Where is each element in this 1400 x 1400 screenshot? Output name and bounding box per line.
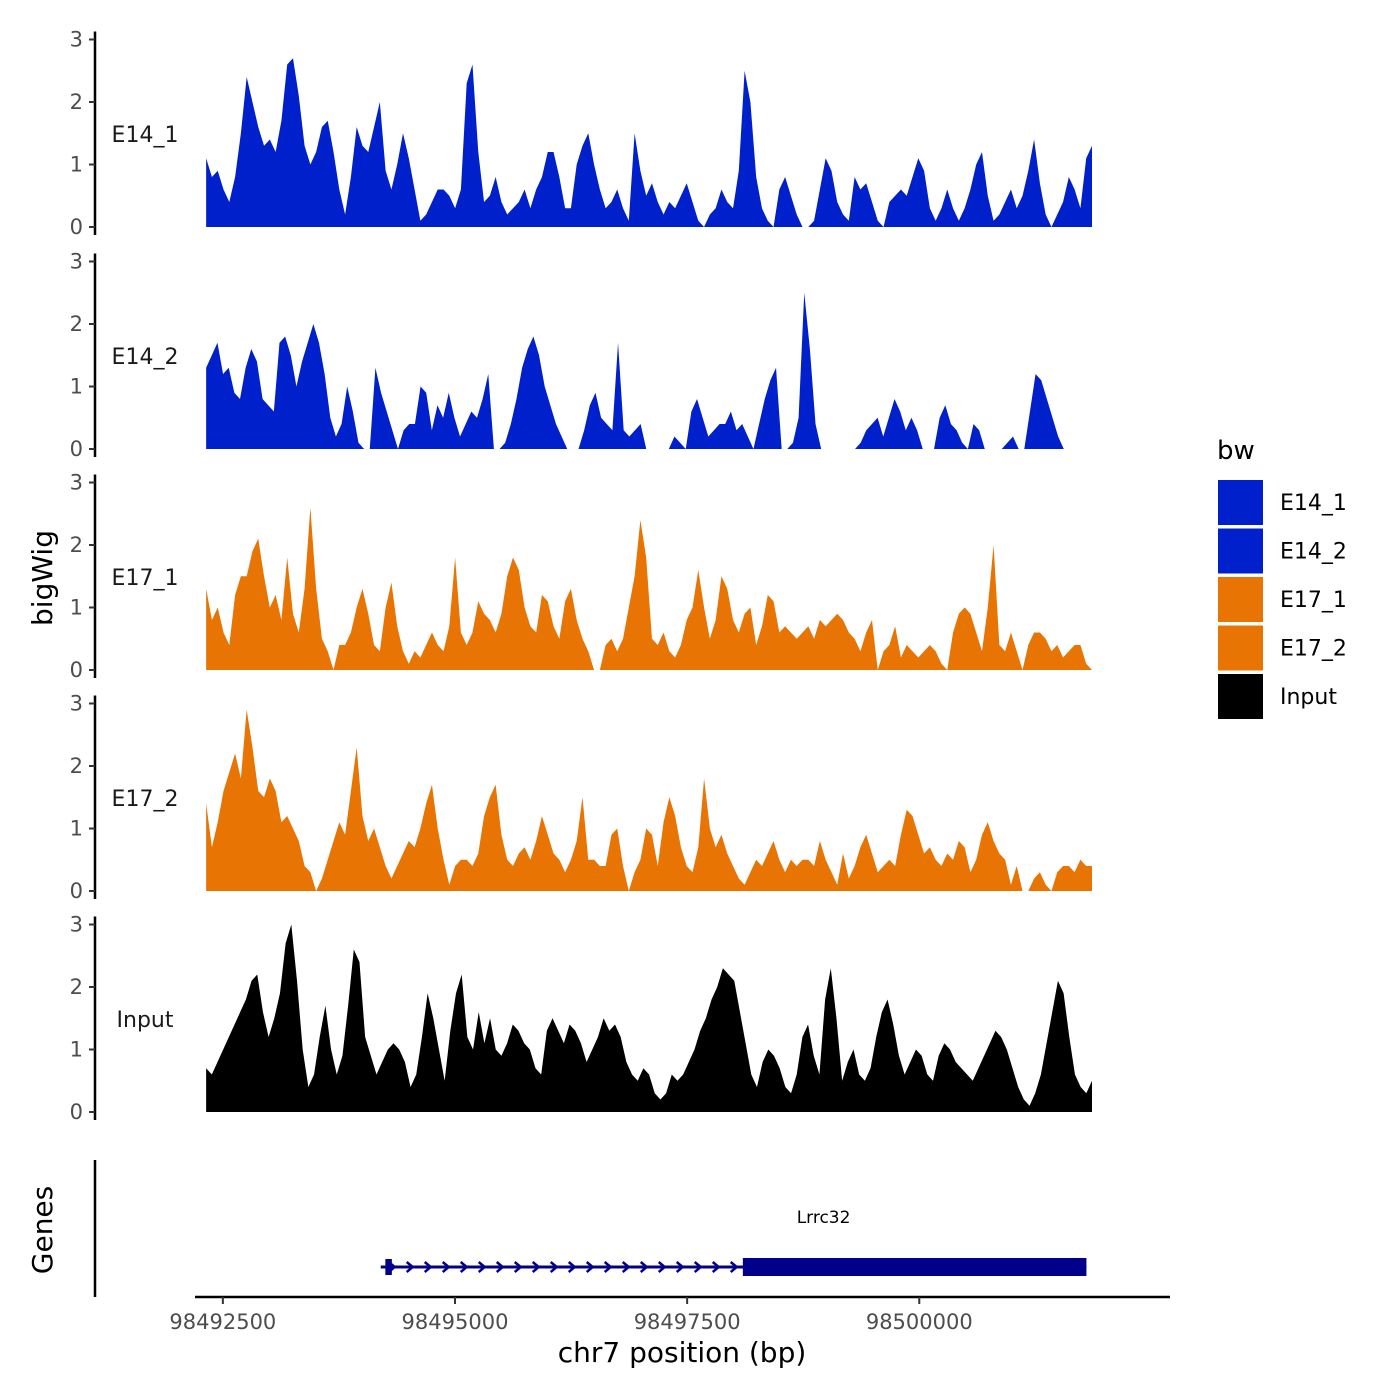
gene-exon bbox=[385, 1259, 392, 1275]
track-input: 0 1 2 3 Input bbox=[70, 913, 1092, 1124]
y-tick-label: 1 bbox=[70, 153, 83, 177]
x-tick-label: 98500000 bbox=[866, 1310, 973, 1334]
legend-swatch bbox=[1218, 625, 1263, 671]
gene-name-label: Lrrc32 bbox=[797, 1208, 851, 1228]
legend-swatch bbox=[1218, 674, 1263, 719]
coverage-area bbox=[206, 507, 1092, 670]
legend-swatch bbox=[1218, 528, 1263, 574]
x-tick-label: 98497500 bbox=[634, 1310, 741, 1334]
tracks-layer: 0 1 2 3 E14_1 0 1 2 3 E14_2 0 1 2 3 E17_1 0 1 2 3 E17_2 0 1 2 3… bbox=[70, 28, 1092, 1124]
gene-lrrc32: Lrrc32 bbox=[380, 1208, 1087, 1276]
y-tick-label: 0 bbox=[70, 437, 83, 461]
legend-label: E17_2 bbox=[1280, 637, 1347, 662]
legend-label: E14_2 bbox=[1280, 540, 1347, 565]
coverage-area bbox=[206, 709, 1092, 891]
x-axis-title: chr7 position (bp) bbox=[558, 1336, 807, 1369]
strand-arrow bbox=[639, 1261, 649, 1273]
strand-arrow bbox=[513, 1261, 523, 1273]
y-tick-label: 1 bbox=[70, 375, 83, 399]
y-tick-label: 3 bbox=[70, 692, 83, 716]
strand-arrow bbox=[531, 1261, 541, 1273]
legend-label: E17_1 bbox=[1280, 588, 1347, 613]
x-tick-label: 98495000 bbox=[402, 1310, 509, 1334]
y-tick-label: 2 bbox=[70, 90, 83, 114]
track-label: E14_1 bbox=[112, 123, 179, 148]
legend-label: E14_1 bbox=[1280, 491, 1347, 516]
y-tick-label: 0 bbox=[70, 215, 83, 239]
y-tick-label: 0 bbox=[70, 658, 83, 682]
legend-item: E17_1 bbox=[1218, 577, 1347, 622]
track-label: E17_2 bbox=[112, 787, 179, 812]
strand-arrow bbox=[459, 1261, 469, 1273]
y-tick-label: 3 bbox=[70, 28, 83, 52]
y-tick-label: 2 bbox=[70, 975, 83, 999]
track-label: Input bbox=[117, 1008, 174, 1033]
y-axis-title: bigWig bbox=[26, 530, 59, 626]
coverage-area bbox=[206, 58, 1092, 227]
y-tick-label: 3 bbox=[70, 250, 83, 274]
strand-arrow bbox=[567, 1261, 577, 1273]
coverage-area bbox=[206, 924, 1092, 1112]
y-tick-label: 1 bbox=[70, 817, 83, 841]
gene-track: Lrrc32 bbox=[93, 1160, 1087, 1297]
strand-arrow bbox=[549, 1261, 559, 1273]
strand-arrow bbox=[693, 1261, 703, 1273]
y-tick-label: 2 bbox=[70, 312, 83, 336]
legend-item: E14_1 bbox=[1218, 480, 1347, 525]
y-tick-label: 3 bbox=[70, 471, 83, 495]
strand-arrow bbox=[585, 1261, 595, 1273]
y-tick-label: 2 bbox=[70, 754, 83, 778]
strand-arrow bbox=[711, 1261, 721, 1273]
genes-panel-title: Genes bbox=[26, 1186, 59, 1274]
strand-arrow bbox=[495, 1261, 505, 1273]
y-tick-label: 0 bbox=[70, 879, 83, 903]
track-label: E14_2 bbox=[112, 345, 179, 370]
strand-arrow bbox=[621, 1261, 631, 1273]
strand-arrow bbox=[675, 1261, 685, 1273]
legend-item: E14_2 bbox=[1218, 528, 1347, 574]
legend-title: bw bbox=[1217, 436, 1255, 466]
track-e14-2: 0 1 2 3 E14_2 bbox=[70, 250, 1092, 461]
y-tick-label: 1 bbox=[70, 596, 83, 620]
strand-arrow bbox=[423, 1261, 433, 1273]
strand-arrow bbox=[477, 1261, 487, 1273]
track-e17-2: 0 1 2 3 E17_2 bbox=[70, 692, 1092, 903]
x-tick-label: 98492500 bbox=[169, 1310, 276, 1334]
strand-arrow bbox=[441, 1261, 451, 1273]
gene-cds bbox=[742, 1258, 1087, 1276]
strand-arrow bbox=[405, 1261, 415, 1273]
y-tick-label: 0 bbox=[70, 1100, 83, 1124]
track-label: E17_1 bbox=[112, 566, 179, 591]
y-tick-label: 1 bbox=[70, 1038, 83, 1062]
legend-label: Input bbox=[1280, 685, 1337, 710]
legend-item: E17_2 bbox=[1218, 625, 1347, 671]
legend-swatch bbox=[1218, 480, 1263, 525]
track-e14-1: 0 1 2 3 E14_1 bbox=[70, 28, 1092, 239]
legend: bw E14_1 E14_2 E17_1 E17_2 Input bbox=[1217, 436, 1347, 719]
legend-swatch bbox=[1218, 577, 1263, 622]
strand-arrow bbox=[657, 1261, 667, 1273]
strand-arrow bbox=[603, 1261, 613, 1273]
y-tick-label: 3 bbox=[70, 913, 83, 937]
x-axis: 98492500 98495000 98497500 98500000 bbox=[169, 1295, 1170, 1334]
legend-item: Input bbox=[1218, 674, 1337, 719]
coverage-area bbox=[206, 292, 1092, 449]
y-tick-label: 2 bbox=[70, 533, 83, 557]
strand-arrow bbox=[729, 1261, 739, 1273]
track-e17-1: 0 1 2 3 E17_1 bbox=[70, 471, 1092, 682]
